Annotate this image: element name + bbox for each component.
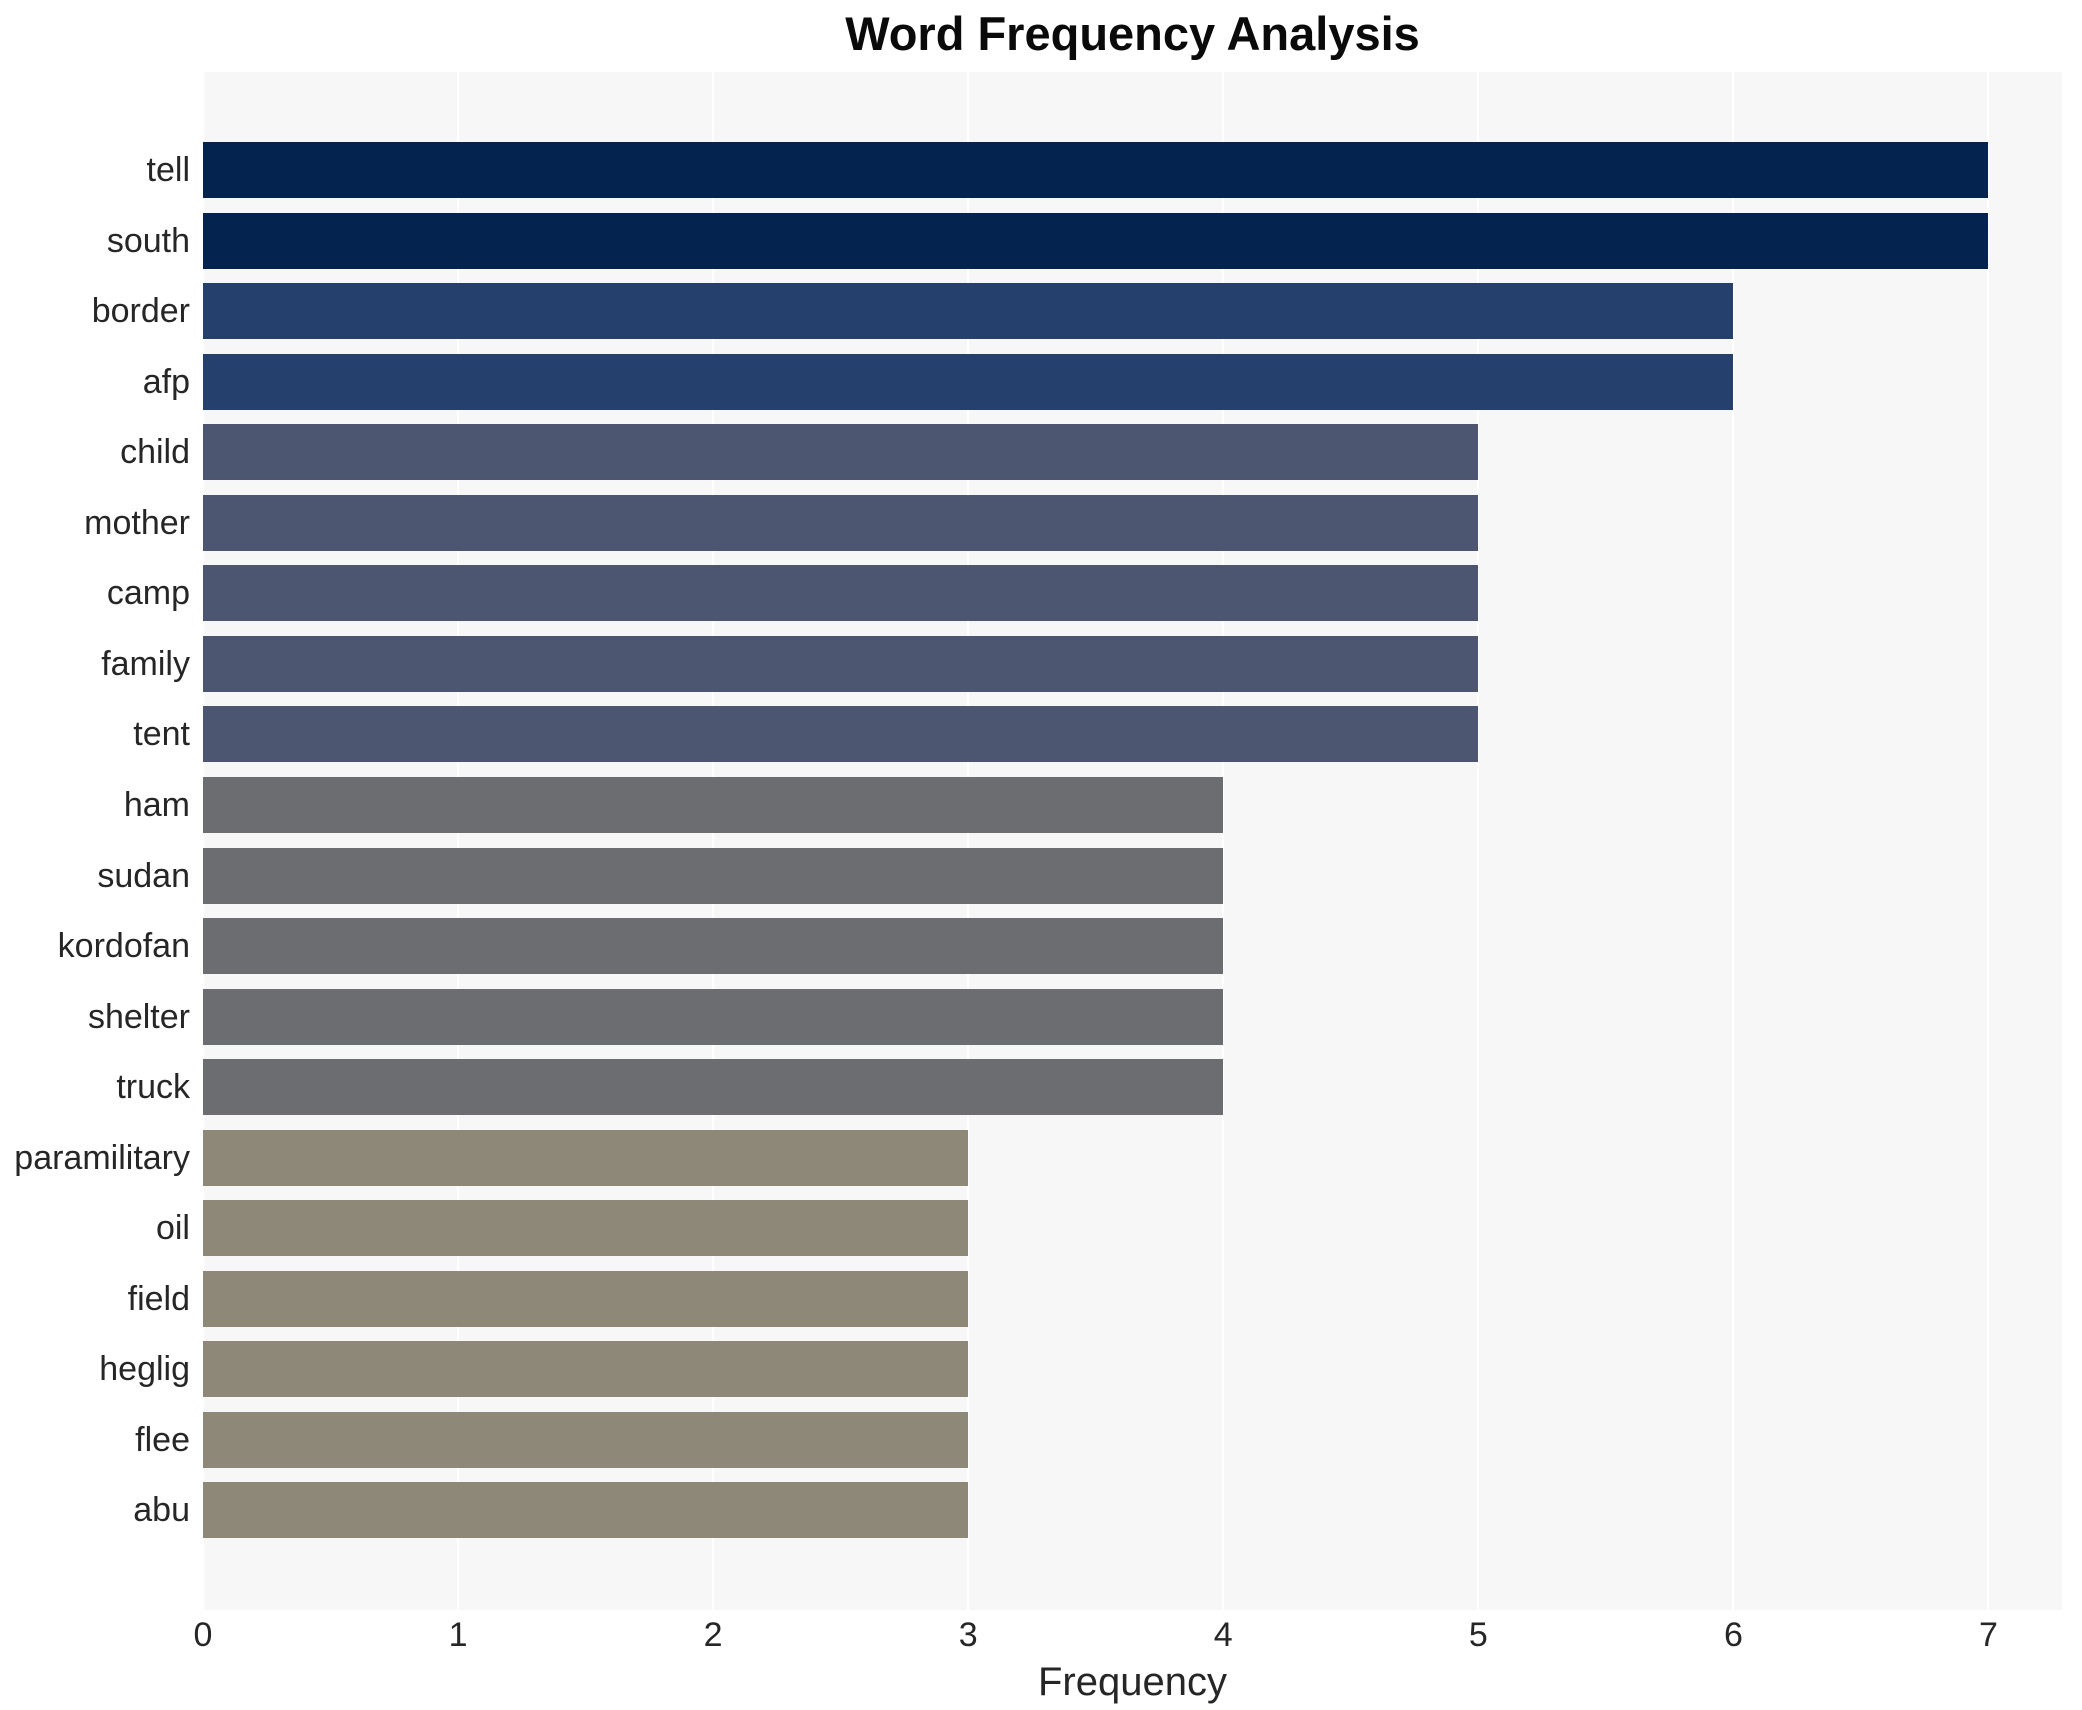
bar-tell xyxy=(203,142,1989,198)
y-label-child: child xyxy=(120,433,190,472)
plot-area xyxy=(202,72,2062,1610)
y-label-family: family xyxy=(101,644,190,683)
y-label-mother: mother xyxy=(84,503,190,542)
y-label-shelter: shelter xyxy=(87,997,190,1036)
x-tick-4: 4 xyxy=(1213,1616,1233,1654)
bar-flee xyxy=(203,1411,969,1468)
chart-title: Word Frequency Analysis xyxy=(845,7,1420,60)
gridline-x7 xyxy=(1987,72,1990,1610)
y-label-afp: afp xyxy=(142,362,190,401)
y-label-abu: abu xyxy=(133,1491,190,1530)
y-label-oil: oil xyxy=(155,1209,190,1248)
bar-abu xyxy=(203,1482,969,1539)
bar-sudan xyxy=(203,847,1224,904)
y-label-south: south xyxy=(106,221,190,260)
bar-family xyxy=(203,635,1479,692)
bar-tent xyxy=(203,706,1479,763)
x-tick-2: 2 xyxy=(703,1616,723,1654)
x-axis-title: Frequency xyxy=(1038,1660,1227,1704)
bar-afp xyxy=(203,353,1734,410)
bar-child xyxy=(203,424,1479,481)
y-label-field: field xyxy=(127,1279,190,1318)
bar-ham xyxy=(203,776,1224,833)
gridline-x6 xyxy=(1732,72,1735,1610)
y-label-paramilitary: paramilitary xyxy=(14,1138,190,1177)
bar-field xyxy=(203,1270,969,1327)
y-label-ham: ham xyxy=(123,785,190,824)
bar-kordofan xyxy=(203,918,1224,975)
gridline-x0 xyxy=(202,72,204,1610)
x-tick-6: 6 xyxy=(1723,1616,1743,1654)
gridline-x2 xyxy=(712,72,715,1610)
y-label-tell: tell xyxy=(146,151,190,189)
bar-truck xyxy=(203,1059,1224,1116)
x-tick-5: 5 xyxy=(1468,1616,1488,1654)
x-tick-7: 7 xyxy=(1979,1616,1998,1654)
y-label-truck: truck xyxy=(116,1068,190,1107)
y-label-tent: tent xyxy=(133,715,190,754)
bar-heglig xyxy=(203,1341,969,1398)
y-label-kordofan: kordofan xyxy=(57,927,190,966)
bar-border xyxy=(203,283,1734,340)
y-label-camp: camp xyxy=(106,574,190,613)
bar-paramilitary xyxy=(203,1129,969,1186)
bar-shelter xyxy=(203,988,1224,1045)
x-tick-0: 0 xyxy=(193,1616,213,1654)
gridline-x3 xyxy=(967,72,970,1610)
y-label-sudan: sudan xyxy=(97,856,190,895)
y-label-heglig: heglig xyxy=(99,1350,190,1389)
x-tick-1: 1 xyxy=(448,1616,468,1654)
bar-south xyxy=(203,212,1989,269)
bar-camp xyxy=(203,565,1479,622)
gridline-x4 xyxy=(1222,72,1225,1610)
y-label-flee: flee xyxy=(135,1420,190,1459)
gridline-x1 xyxy=(457,72,460,1610)
bar-oil xyxy=(203,1200,969,1257)
y-label-border: border xyxy=(91,292,190,331)
bar-mother xyxy=(203,494,1479,551)
x-tick-3: 3 xyxy=(958,1616,978,1654)
gridline-x5 xyxy=(1477,72,1480,1610)
